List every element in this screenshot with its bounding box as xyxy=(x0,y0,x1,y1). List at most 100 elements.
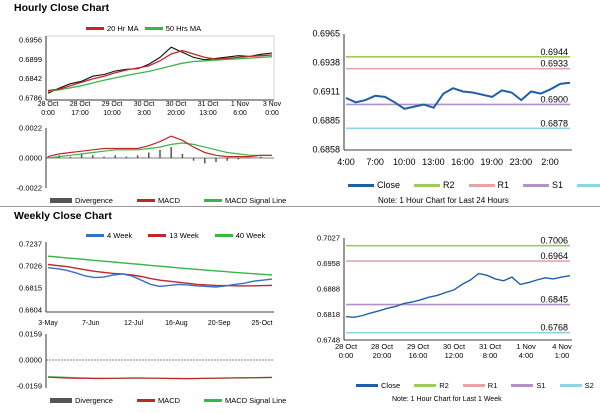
x-tick-label: 16:00 xyxy=(409,351,428,360)
hourly-section-title: Hourly Close Chart xyxy=(14,2,110,14)
y-tick-label: -0.0022 xyxy=(17,184,42,193)
legend-s1: S1 xyxy=(511,381,546,390)
r2-level-label: 0.7006 xyxy=(540,236,568,246)
legend-divergence: Divergence xyxy=(50,396,113,405)
y-tick-label: 0.6818 xyxy=(317,310,340,319)
r2-level-label: 0.6944 xyxy=(540,47,568,57)
legend-s2: S2 xyxy=(559,381,594,390)
hourly-24h-chart: 0.6965 0.6938 0.6911 0.6885 0.6858 0.6944 0.6… xyxy=(312,29,572,167)
legend-20hr-ma: 20 Hr MA xyxy=(86,24,139,33)
macd-signal-line xyxy=(47,142,272,159)
x-tick-label: 30 Oct xyxy=(134,101,155,108)
x-tick-label: 30 Oct xyxy=(443,342,466,351)
legend-swatch xyxy=(559,384,582,387)
y-tick-label: 0.7026 xyxy=(19,262,42,271)
weekly-price-chart: 0.7237 0.7026 0.6815 0.6604 xyxy=(19,240,274,315)
weekly-section-title: Weekly Close Chart xyxy=(14,210,112,222)
x-tick-label: 31 Oct xyxy=(198,101,219,108)
x-tick-label: 29 Oct xyxy=(407,342,430,351)
x-tick-label: 13:00 xyxy=(422,157,445,167)
x-tick-label: 4 Nov xyxy=(552,342,572,351)
x-tick-label: 13:00 xyxy=(199,110,217,117)
legend-s2: S2 xyxy=(577,180,600,190)
ma-40-week-line xyxy=(47,255,273,276)
hourly-macd-chart: 0.0022 0.0000 -0.0022 xyxy=(17,124,274,193)
y-tick-label: 0.0000 xyxy=(19,356,42,365)
legend-macd-signal: MACD Signal Line xyxy=(204,396,286,405)
y-tick-label: 0.6815 xyxy=(19,284,42,293)
legend-s1: S1 xyxy=(523,180,563,190)
legend-r1: R1 xyxy=(468,180,509,190)
x-tick-label: 23:00 xyxy=(510,157,533,167)
legend-close: Close xyxy=(356,381,400,390)
legend-swatch xyxy=(214,234,233,237)
y-tick-label: 0.6786 xyxy=(19,94,42,103)
legend-swatch xyxy=(86,234,104,237)
hourly-price-chart: 0.6956 0.6899 0.6842 0.6786 xyxy=(19,36,275,103)
x-tick-label: 28 Oct xyxy=(70,101,91,108)
x-tick-label: 10:00 xyxy=(393,157,416,167)
x-tick-label: 6:00 xyxy=(233,110,247,117)
x-tick-label: 0:00 xyxy=(265,110,279,117)
x-tick-label: 17:00 xyxy=(71,110,89,117)
weekly-1w-chart: 0.7027 0.6958 0.6888 0.6818 0.6748 0.7006 0.6… xyxy=(317,234,572,361)
ma-20-line xyxy=(47,49,273,92)
legend-swatch xyxy=(86,27,104,30)
x-tick-label: 1:00 xyxy=(555,351,570,360)
x-tick-label: 4:00 xyxy=(337,157,355,167)
x-tick-label: 16:00 xyxy=(451,157,474,167)
x-tick-label: 10:00 xyxy=(103,110,121,117)
legend-r2: R2 xyxy=(414,381,449,390)
y-tick-label: 0.6965 xyxy=(312,29,340,39)
legend-divergence: Divergence xyxy=(50,196,113,205)
y-tick-label: 0.0022 xyxy=(19,124,42,133)
x-tick-label: 7-Jun xyxy=(82,320,100,327)
legend-swatch xyxy=(511,384,534,387)
ma-13-week-line xyxy=(47,263,273,287)
legend-40-week: 40 Week xyxy=(214,231,265,240)
s2-level-label: 0.6878 xyxy=(540,118,568,128)
y-tick-label: 0.6885 xyxy=(312,116,340,126)
x-tick-label: 25-Oct xyxy=(251,320,272,327)
close-line xyxy=(345,81,571,110)
legend-macd-signal: MACD Signal Line xyxy=(204,196,286,205)
y-tick-label: 0.6858 xyxy=(312,145,340,155)
x-tick-label: 2:00 xyxy=(541,157,559,167)
legend-macd: MACD xyxy=(136,396,180,405)
legend-swatch xyxy=(204,399,223,402)
weekly-note: Note: 1 Hour Chart for Last 1 Week xyxy=(392,396,502,403)
y-tick-label: 0.6604 xyxy=(19,306,42,315)
legend-macd: MACD xyxy=(136,196,180,205)
y-tick-label: 0.6956 xyxy=(19,36,42,45)
legend-swatch xyxy=(414,384,437,387)
s2-level-label: 0.6768 xyxy=(540,323,568,333)
close-price-line xyxy=(47,46,273,94)
weekly-macd-chart: 0.0159 0.0000 -0.0159 xyxy=(17,330,274,391)
y-tick-label: 0.6748 xyxy=(317,336,340,345)
y-tick-label: -0.0159 xyxy=(17,382,42,391)
legend-swatch xyxy=(414,183,441,187)
hourly-x-axis-labels: 28 Oct 0:00 28 Oct 17:00 29 Oct 10:00 30 Oct 3:… xyxy=(38,101,282,117)
x-tick-label: 7:00 xyxy=(366,157,384,167)
legend-close: Close xyxy=(348,180,400,190)
x-tick-label: 12-Jul xyxy=(124,320,144,327)
x-tick-label: 30 Oct xyxy=(166,101,187,108)
x-tick-label: 12:00 xyxy=(445,351,464,360)
x-tick-label: 8:00 xyxy=(483,351,498,360)
y-tick-label: 0.6911 xyxy=(313,87,340,97)
x-tick-label: 28 Oct xyxy=(38,101,59,108)
y-tick-label: 0.6958 xyxy=(317,259,340,268)
r1-level-label: 0.6964 xyxy=(540,251,568,261)
x-tick-label: 28 Oct xyxy=(371,342,394,351)
x-tick-label: 3 Nov xyxy=(263,101,282,108)
hourly-note: Note: 1 Hour Chart for Last 24 Hours xyxy=(378,196,509,205)
r1-level-label: 0.6933 xyxy=(540,59,568,69)
x-tick-label: 3-May xyxy=(38,320,58,327)
legend-4-week: 4 Week xyxy=(86,231,132,240)
legend-swatch xyxy=(204,199,223,202)
legend-swatch xyxy=(577,183,600,187)
legend-13-week: 13 Week xyxy=(148,231,199,240)
y-tick-label: 0.0159 xyxy=(19,330,42,339)
legend-50hrs-ma: 50 Hrs MA xyxy=(144,24,201,33)
x-tick-label: 20-Sep xyxy=(208,320,231,327)
